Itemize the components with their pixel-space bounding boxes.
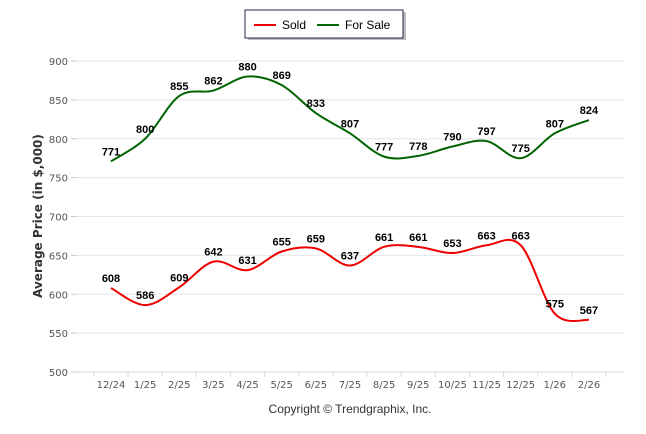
- data-label-for-sale: 807: [341, 118, 359, 130]
- x-tick-label: 8/25: [373, 380, 395, 391]
- data-label-for-sale: 862: [204, 76, 222, 88]
- x-tick-label: 4/25: [236, 380, 258, 391]
- data-label-for-sale: 790: [443, 132, 461, 144]
- data-label-for-sale: 777: [375, 142, 393, 154]
- data-label-for-sale: 775: [512, 143, 530, 155]
- data-label-sold: 642: [204, 247, 222, 259]
- data-label-sold: 659: [307, 233, 325, 245]
- x-tick-label: 3/25: [202, 380, 224, 391]
- y-tick-label: 800: [49, 135, 68, 146]
- data-label-sold: 653: [443, 238, 461, 250]
- data-label-sold: 655: [273, 236, 291, 248]
- x-axis-ticks: 12/24 1/25 2/25 3/25 4/25 5/25 6/25 7/25 8/25 9/2…: [77, 371, 624, 391]
- x-tick-label: 2/25: [168, 380, 190, 391]
- data-label-sold: 637: [341, 250, 359, 262]
- legend-label-sold: Sold: [282, 18, 306, 32]
- x-tick-label: 9/25: [407, 380, 429, 391]
- data-label-for-sale: 797: [477, 126, 495, 138]
- y-tick-label: 600: [49, 290, 68, 301]
- x-tick-label: 1/26: [544, 380, 566, 391]
- data-label-sold: 586: [136, 290, 154, 302]
- data-label-for-sale: 807: [546, 118, 564, 130]
- data-label-for-sale: 869: [273, 70, 291, 82]
- data-label-for-sale: 824: [580, 105, 599, 117]
- data-label-sold: 608: [102, 273, 120, 285]
- y-tick-label: 700: [49, 213, 68, 224]
- x-tick-label: 7/25: [339, 380, 361, 391]
- data-labels: 608 586 609 642 631 655 659 637 661 661 653 663 663 5…: [102, 62, 599, 317]
- data-label-for-sale: 833: [307, 98, 325, 110]
- data-label-for-sale: 855: [170, 81, 188, 93]
- y-axis-ticks: 500 550 600 650 700 750 800 850 900: [49, 57, 77, 379]
- y-tick-label: 850: [49, 96, 68, 107]
- x-tick-label: 5/25: [270, 380, 292, 391]
- data-label-sold: 663: [512, 230, 530, 242]
- grid-lines: [77, 60, 624, 373]
- x-tick-label: 2/26: [578, 380, 600, 391]
- data-label-for-sale: 778: [409, 141, 427, 153]
- x-tick-label: 1/25: [134, 380, 156, 391]
- x-tick-label: 11/25: [472, 380, 501, 391]
- data-label-sold: 575: [546, 299, 564, 311]
- data-label-for-sale: 800: [136, 124, 154, 136]
- x-tick-label: 12/24: [97, 380, 126, 391]
- data-label-sold: 609: [170, 272, 188, 284]
- x-tick-label: 6/25: [305, 380, 327, 391]
- copyright-text: Copyright © Trendgraphix, Inc.: [269, 402, 432, 416]
- data-label-for-sale: 880: [238, 62, 256, 74]
- y-tick-label: 900: [49, 57, 68, 68]
- data-label-for-sale: 771: [102, 146, 120, 158]
- x-tick-label: 12/25: [506, 380, 535, 391]
- data-label-sold: 661: [375, 232, 393, 244]
- data-label-sold: 567: [580, 305, 598, 317]
- legend-label-for-sale: For Sale: [345, 18, 391, 32]
- data-label-sold: 661: [409, 232, 427, 244]
- y-tick-label: 550: [49, 329, 68, 340]
- y-tick-label: 500: [49, 368, 68, 379]
- y-axis-label: Average Price (in $,000): [31, 134, 45, 298]
- y-tick-label: 750: [49, 174, 68, 185]
- data-label-sold: 663: [477, 230, 495, 242]
- x-tick-label: 10/25: [438, 380, 467, 391]
- series-lines: [110, 75, 590, 323]
- data-label-sold: 631: [238, 255, 256, 267]
- y-tick-label: 650: [49, 251, 68, 262]
- legend: Sold For Sale: [244, 9, 406, 40]
